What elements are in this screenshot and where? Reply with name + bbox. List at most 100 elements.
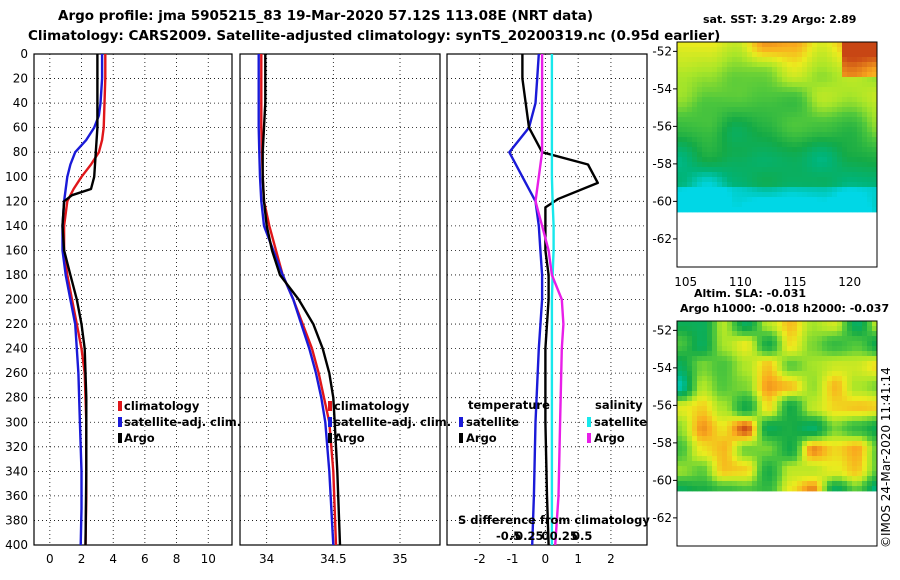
sst-cell [817, 72, 823, 78]
sla-cell [682, 376, 688, 382]
sla-cell [742, 461, 748, 467]
sla-cell [697, 466, 703, 472]
sla-cell [842, 366, 848, 372]
sst-cell [817, 42, 823, 48]
sla-cell [817, 436, 823, 442]
sst-cell [857, 152, 863, 158]
sst-cell [782, 42, 788, 48]
sst-cell [702, 152, 708, 158]
sst-cell [772, 132, 778, 138]
sla-cell [682, 411, 688, 417]
sla-cell [787, 476, 793, 482]
sla-cell [727, 426, 733, 432]
sst-cell [812, 137, 818, 143]
sst-cell [737, 182, 743, 188]
sst-cell [872, 182, 877, 188]
sla-cell [677, 476, 683, 482]
sla-cell [777, 356, 783, 362]
legend-swatch-climatology [328, 401, 332, 411]
sla-cell [847, 486, 853, 492]
sla-cell [712, 461, 718, 467]
sla-cell [757, 456, 763, 462]
sla-cell [747, 416, 753, 422]
sst-cell [817, 137, 823, 143]
sla-cell [802, 441, 808, 447]
sst-cell [687, 137, 693, 143]
sla-cell [677, 456, 683, 462]
sla-cell [857, 391, 863, 397]
sla-cell [807, 396, 813, 402]
sst-cell [747, 172, 753, 178]
sla-cell [687, 346, 693, 352]
sst-cell [732, 147, 738, 153]
sla-cell [722, 326, 728, 332]
sst-cell [747, 132, 753, 138]
sst-cell [722, 197, 728, 203]
sst-cell [692, 102, 698, 108]
sst-cell [757, 142, 763, 148]
sst-cell [777, 57, 783, 63]
sla-cell [777, 366, 783, 372]
sla-cell [707, 411, 713, 417]
sla-cell [757, 486, 763, 492]
sla-cell [862, 436, 868, 442]
sst-cell [677, 112, 683, 118]
sla-cell [872, 461, 877, 467]
sla-cell [722, 321, 728, 327]
sla-cell [707, 476, 713, 482]
sst-cell [872, 97, 877, 103]
sla-cell [802, 411, 808, 417]
sla-cell [822, 451, 828, 457]
sst-cell [812, 112, 818, 118]
sst-cell [727, 107, 733, 113]
sla-cell [867, 461, 873, 467]
sla-cell [817, 381, 823, 387]
sst-cell [732, 187, 738, 193]
sst-cell [832, 82, 838, 88]
sst-cell [852, 157, 858, 163]
sla-cell [787, 356, 793, 362]
sst-cell [767, 132, 773, 138]
sla-cell [682, 331, 688, 337]
sla-cell [697, 471, 703, 477]
sla-cell [787, 366, 793, 372]
sla-cell [822, 441, 828, 447]
sla-cell [832, 361, 838, 367]
sla-cell [852, 406, 858, 412]
sst-cell [812, 192, 818, 198]
sst-cell [772, 167, 778, 173]
sst-cell [852, 122, 858, 128]
sst-cell [772, 197, 778, 203]
sst-cell [682, 72, 688, 78]
sla-cell [752, 401, 758, 407]
sst-cell [802, 122, 808, 128]
sla-cell [852, 416, 858, 422]
sst-cell [862, 47, 868, 53]
sla-cell [782, 486, 788, 492]
sst-cell [742, 107, 748, 113]
sla-cell [692, 346, 698, 352]
sla-cell [852, 431, 858, 437]
sst-cell [787, 87, 793, 93]
sla-cell [847, 426, 853, 432]
sst-cell [722, 72, 728, 78]
sla-cell [797, 451, 803, 457]
sla-cell [722, 486, 728, 492]
sla-cell [842, 416, 848, 422]
sst-cell [722, 57, 728, 63]
sla-cell [777, 376, 783, 382]
sla-cell [697, 351, 703, 357]
sst-cell [832, 167, 838, 173]
sst-cell [782, 167, 788, 173]
sst-cell [747, 122, 753, 128]
depth-tick-label: 260 [5, 366, 28, 380]
sla-cell [767, 356, 773, 362]
sla-cell [762, 331, 768, 337]
sla-cell [832, 456, 838, 462]
sst-cell [797, 142, 803, 148]
sst-cell [872, 127, 877, 133]
sla-cell [707, 376, 713, 382]
sla-cell [862, 461, 868, 467]
sla-cell [857, 381, 863, 387]
sst-cell [757, 122, 763, 128]
